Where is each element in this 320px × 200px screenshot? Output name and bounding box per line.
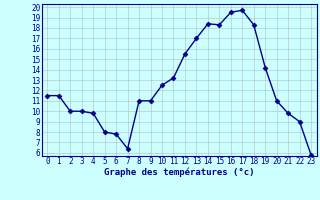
X-axis label: Graphe des températures (°c): Graphe des températures (°c) <box>104 168 254 177</box>
